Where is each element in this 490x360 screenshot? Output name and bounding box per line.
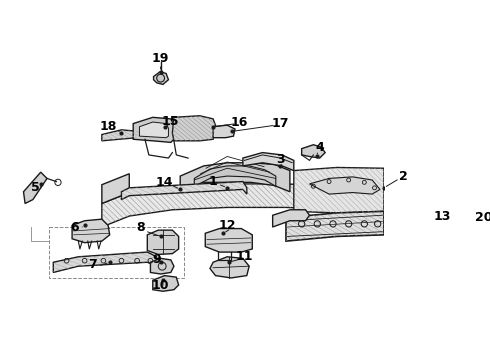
Polygon shape [102, 130, 140, 141]
Polygon shape [210, 257, 249, 278]
Polygon shape [180, 163, 290, 192]
Polygon shape [294, 167, 384, 213]
Polygon shape [205, 229, 252, 252]
Text: 12: 12 [219, 219, 236, 232]
Text: 3: 3 [276, 153, 285, 166]
Text: 5: 5 [31, 181, 40, 194]
Polygon shape [147, 230, 179, 255]
Text: 7: 7 [88, 258, 97, 271]
Polygon shape [213, 125, 235, 138]
Polygon shape [310, 177, 380, 194]
Polygon shape [122, 181, 247, 199]
Text: 15: 15 [162, 115, 179, 128]
Circle shape [157, 74, 165, 82]
Text: 17: 17 [272, 117, 289, 130]
Text: 10: 10 [152, 279, 170, 292]
Text: 11: 11 [236, 250, 253, 263]
Text: 19: 19 [152, 52, 170, 65]
Text: 2: 2 [399, 170, 408, 183]
Polygon shape [102, 184, 384, 227]
Text: 18: 18 [99, 120, 117, 133]
Polygon shape [133, 117, 174, 143]
Polygon shape [153, 72, 169, 84]
Polygon shape [153, 276, 179, 291]
Text: 16: 16 [230, 116, 247, 129]
Polygon shape [72, 219, 110, 243]
Polygon shape [150, 258, 174, 274]
Polygon shape [53, 252, 157, 273]
Text: 20: 20 [475, 211, 490, 224]
Polygon shape [102, 184, 384, 227]
Text: 1: 1 [209, 175, 218, 188]
Polygon shape [53, 252, 157, 273]
Text: 8: 8 [137, 221, 146, 234]
Polygon shape [140, 122, 169, 138]
Polygon shape [102, 130, 140, 141]
Text: 4: 4 [315, 141, 324, 154]
Polygon shape [172, 116, 216, 141]
Text: 13: 13 [434, 210, 451, 222]
Text: 14: 14 [156, 176, 173, 189]
Polygon shape [172, 116, 216, 141]
Polygon shape [24, 172, 47, 203]
Polygon shape [302, 145, 325, 158]
Polygon shape [243, 153, 294, 171]
Polygon shape [102, 174, 129, 203]
Text: 9: 9 [152, 253, 161, 266]
Polygon shape [272, 210, 310, 227]
Polygon shape [286, 211, 384, 241]
Text: 6: 6 [70, 221, 79, 234]
Polygon shape [294, 167, 384, 213]
Polygon shape [195, 166, 276, 186]
Polygon shape [122, 181, 247, 199]
Polygon shape [286, 211, 384, 241]
